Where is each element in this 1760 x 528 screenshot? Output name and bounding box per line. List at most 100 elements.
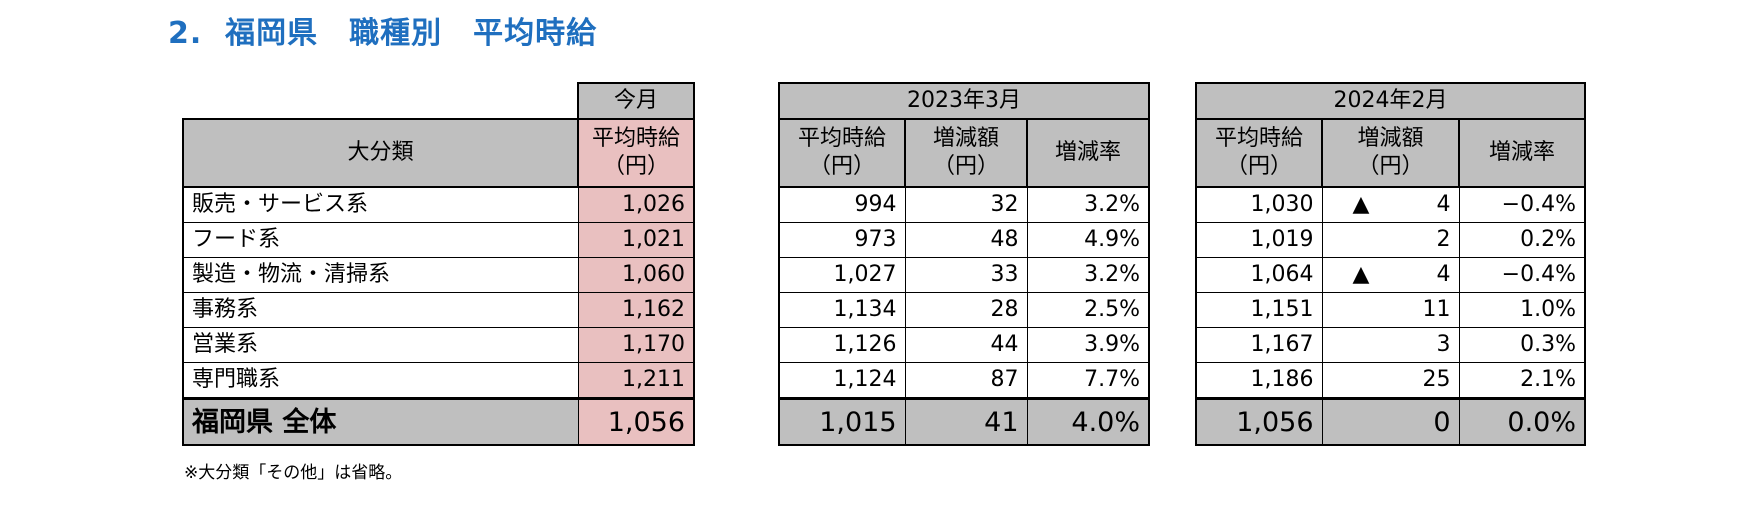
change-amount-2024: 25 bbox=[1321, 362, 1460, 399]
header-unit: （円） bbox=[602, 154, 669, 179]
change-amount-2024: ▲ 4 bbox=[1321, 186, 1460, 223]
table-row: 製造・物流・清掃系 1,060 bbox=[182, 257, 695, 293]
page-title: 2. 福岡県 職種別 平均時給 bbox=[168, 16, 598, 51]
change-amount-2024: ▲ 4 bbox=[1321, 257, 1460, 293]
wage-2023: 1,027 bbox=[778, 257, 906, 293]
wage-2023: 1,134 bbox=[778, 292, 906, 328]
header-amount-label: 増減額 bbox=[1357, 125, 1424, 151]
table-2024-february: 2024年2月 平均時給 （円） 増減額 （円） 増減率 1,030 ▲ 4 −0.4… bbox=[1195, 82, 1586, 446]
wage-2023: 1,126 bbox=[778, 327, 906, 363]
wage-2024: 1,056 bbox=[1195, 397, 1323, 446]
change-amount-2024: 0 bbox=[1321, 397, 1460, 446]
change-rate-2023: 3.2% bbox=[1026, 186, 1150, 223]
change-rate-2024: −0.4% bbox=[1458, 186, 1586, 223]
change-amount-2023: 44 bbox=[904, 327, 1028, 363]
table-row: フード系 1,021 bbox=[182, 222, 695, 258]
footnote: ※大分類「その他」は省略。 bbox=[184, 463, 403, 483]
category-label: 事務系 bbox=[182, 292, 579, 328]
change-amount-2023: 87 bbox=[904, 362, 1028, 399]
category-label: 専門職系 bbox=[182, 362, 579, 399]
wage-2023: 973 bbox=[778, 222, 906, 258]
category-label: フード系 bbox=[182, 222, 579, 258]
wage-2024: 1,151 bbox=[1195, 292, 1323, 328]
header-2023-wage: 平均時給 （円） bbox=[778, 118, 906, 188]
header-group-2024: 2024年2月 bbox=[1195, 82, 1586, 120]
change-rate-2024: 0.0% bbox=[1458, 397, 1586, 446]
header-wage-label: 平均時給 bbox=[1214, 125, 1303, 151]
change-rate-2023: 7.7% bbox=[1026, 362, 1150, 399]
wage-2024: 1,030 bbox=[1195, 186, 1323, 223]
change-amount-2024: 3 bbox=[1321, 327, 1460, 363]
table-row: 1,124 87 7.7% bbox=[778, 362, 1150, 399]
change-rate-2023: 3.9% bbox=[1026, 327, 1150, 363]
table-row: 1,126 44 3.9% bbox=[778, 327, 1150, 363]
header-2023-change-rate: 増減率 bbox=[1026, 118, 1150, 188]
change-rate-2023: 2.5% bbox=[1026, 292, 1150, 328]
wage-2024: 1,019 bbox=[1195, 222, 1323, 258]
change-amount-2024: 2 bbox=[1321, 222, 1460, 258]
change-amount-2024: 11 bbox=[1321, 292, 1460, 328]
change-rate-2023: 3.2% bbox=[1026, 257, 1150, 293]
change-amount-2023: 41 bbox=[904, 397, 1028, 446]
header-unit: （円） bbox=[932, 154, 999, 179]
table-row: 販売・サービス系 1,026 bbox=[182, 186, 695, 223]
header-current-group: 今月 bbox=[577, 82, 695, 120]
current-wage: 1,060 bbox=[577, 257, 695, 293]
table-row: 994 32 3.2% bbox=[778, 186, 1150, 223]
change-amount-2023: 32 bbox=[904, 186, 1028, 223]
table-current: 今月 大分類 平均時給 （円） 販売・サービス系 1,026 フード系 1,021 製造… bbox=[182, 82, 695, 446]
wage-2023: 994 bbox=[778, 186, 906, 223]
change-rate-2024: 2.1% bbox=[1458, 362, 1586, 399]
current-wage: 1,021 bbox=[577, 222, 695, 258]
current-wage: 1,170 bbox=[577, 327, 695, 363]
change-amount-value: 4 bbox=[1436, 262, 1451, 287]
header-2024-change-rate: 増減率 bbox=[1458, 118, 1586, 188]
header-2024-wage: 平均時給 （円） bbox=[1195, 118, 1323, 188]
table-row: 1,151 11 1.0% bbox=[1195, 292, 1586, 328]
wage-2023: 1,015 bbox=[778, 397, 906, 446]
current-wage: 1,162 bbox=[577, 292, 695, 328]
change-amount-value: 2 bbox=[1436, 227, 1451, 252]
change-rate-2023: 4.9% bbox=[1026, 222, 1150, 258]
table-row: 営業系 1,170 bbox=[182, 327, 695, 363]
current-wage: 1,026 bbox=[577, 186, 695, 223]
header-unit: （円） bbox=[808, 154, 875, 179]
wage-2023: 1,124 bbox=[778, 362, 906, 399]
change-rate-2024: 0.2% bbox=[1458, 222, 1586, 258]
header-group-2023: 2023年3月 bbox=[778, 82, 1150, 120]
change-amount-2023: 33 bbox=[904, 257, 1028, 293]
decrease-triangle-icon: ▲ bbox=[1352, 192, 1370, 217]
table-row: 1,019 2 0.2% bbox=[1195, 222, 1586, 258]
table-row: 1,064 ▲ 4 −0.4% bbox=[1195, 257, 1586, 293]
change-rate-2023: 4.0% bbox=[1026, 397, 1150, 446]
category-label: 営業系 bbox=[182, 327, 579, 363]
table-row: 1,134 28 2.5% bbox=[778, 292, 1150, 328]
change-amount-2023: 48 bbox=[904, 222, 1028, 258]
header-category: 大分類 bbox=[182, 118, 579, 188]
wage-2024: 1,186 bbox=[1195, 362, 1323, 399]
header-wage-label: 平均時給 bbox=[797, 125, 886, 151]
change-amount-value: 11 bbox=[1422, 297, 1451, 322]
table-row: 事務系 1,162 bbox=[182, 292, 695, 328]
header-current-wage: 平均時給 （円） bbox=[577, 118, 695, 188]
change-rate-2024: 1.0% bbox=[1458, 292, 1586, 328]
category-label: 販売・サービス系 bbox=[182, 186, 579, 223]
category-label: 福岡県 全体 bbox=[182, 397, 579, 446]
table-2023-march: 2023年3月 平均時給 （円） 増減額 （円） 増減率 994 32 3.2% 97… bbox=[778, 82, 1150, 446]
table-row: 1,186 25 2.1% bbox=[1195, 362, 1586, 399]
change-amount-value: 3 bbox=[1436, 332, 1451, 357]
table-row: 973 48 4.9% bbox=[778, 222, 1150, 258]
change-amount-value: 4 bbox=[1436, 192, 1451, 217]
header-wage-label: 平均時給 bbox=[591, 125, 680, 151]
category-label: 製造・物流・清掃系 bbox=[182, 257, 579, 293]
header-2023-change-amount: 増減額 （円） bbox=[904, 118, 1028, 188]
header-amount-label: 増減額 bbox=[932, 125, 999, 151]
current-wage: 1,211 bbox=[577, 362, 695, 399]
wage-2024: 1,167 bbox=[1195, 327, 1323, 363]
total-row: 1,015 41 4.0% bbox=[778, 397, 1150, 446]
total-row: 福岡県 全体 1,056 bbox=[182, 397, 695, 446]
header-unit: （円） bbox=[1357, 154, 1424, 179]
current-wage: 1,056 bbox=[577, 397, 695, 446]
table-row: 1,167 3 0.3% bbox=[1195, 327, 1586, 363]
